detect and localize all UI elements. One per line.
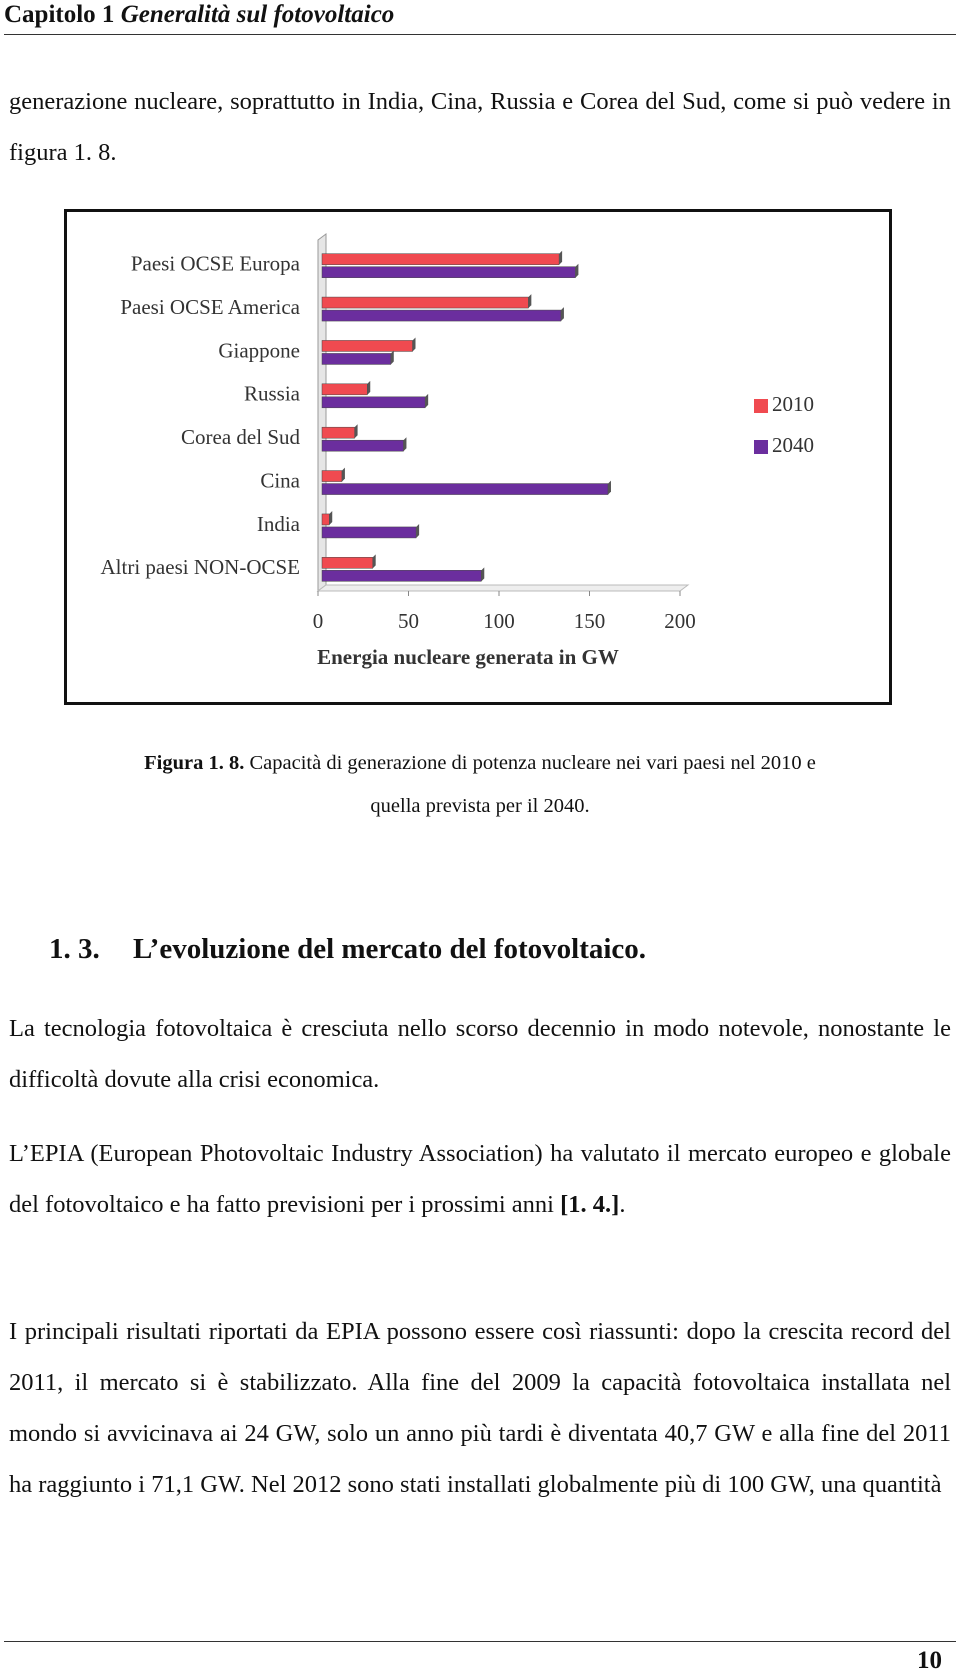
bar-side <box>416 523 420 538</box>
bar <box>321 309 562 322</box>
section-number: 1. 3. <box>49 933 100 965</box>
chart: Energia nucleare generata in GW 0 50 100 15… <box>64 209 892 705</box>
y-tick-label: Cina <box>260 468 300 492</box>
caption: Figura 1. 8. Capacità di generazione di … <box>0 742 960 828</box>
x-tick-label: 0 <box>313 609 324 633</box>
bar <box>321 470 343 482</box>
bar <box>321 396 426 409</box>
page-number: 10 <box>917 1647 942 1674</box>
bar <box>321 439 404 452</box>
legend-swatch <box>754 440 768 454</box>
bar <box>321 526 417 539</box>
bar-side <box>575 263 579 278</box>
y-tick-label: Russia <box>244 382 301 406</box>
bar <box>321 426 355 439</box>
bar-side <box>412 337 416 352</box>
bar-side <box>390 350 394 365</box>
bar <box>321 266 576 278</box>
paragraph: La tecnologia fotovoltaica è cresciuta n… <box>9 1015 951 1093</box>
bar-side <box>528 294 532 309</box>
paragraph: I principali risultati riportati da EPIA… <box>9 1318 951 1498</box>
legend-label: 2040 <box>772 433 814 457</box>
bar <box>321 353 392 365</box>
reference: [1. 4.] <box>560 1191 620 1218</box>
chapter-title: Generalità sul fotovoltaico <box>120 1 395 28</box>
footer-rule <box>4 1641 956 1642</box>
header-rule <box>4 34 956 35</box>
paragraph: generazione nucleare, soprattutto in Ind… <box>9 88 951 166</box>
bar-side <box>341 467 345 482</box>
section-title: L’evoluzione del mercato del fotovoltaic… <box>133 933 647 965</box>
bar <box>321 253 560 265</box>
bar-side <box>354 424 358 439</box>
bar <box>321 340 413 352</box>
axis-floor <box>316 584 690 592</box>
legend-swatch <box>754 399 768 413</box>
y-tick-label: Corea del Sud <box>181 425 300 449</box>
bar-side <box>367 380 371 395</box>
bar <box>321 483 609 495</box>
paragraph-end: . <box>619 1191 626 1218</box>
x-tick-label: 200 <box>664 609 696 633</box>
paragraph-text: L’EPIA (European Photovoltaic Industry A… <box>9 1140 951 1218</box>
y-tick-label: Paesi OCSE Europa <box>131 252 301 276</box>
legend-label: 2010 <box>772 392 814 416</box>
x-tick-label: 150 <box>574 609 606 633</box>
chapter: Capitolo 1 <box>4 1 115 28</box>
y-tick-label: Giappone <box>218 338 300 362</box>
chart-frame <box>64 209 892 705</box>
bar-side <box>403 437 407 452</box>
bar-side <box>560 307 564 322</box>
bar-side <box>372 554 376 569</box>
bar-side <box>425 393 429 408</box>
bar-side <box>607 480 611 495</box>
paragraph: L’EPIA (European Photovoltaic Industry A… <box>9 1128 951 1230</box>
bar <box>321 513 330 526</box>
bar <box>321 383 368 396</box>
section-heading: 1. 3. L’evoluzione del mercato del fotov… <box>49 929 646 969</box>
y-tick-label: Paesi OCSE America <box>120 295 300 319</box>
bar <box>321 557 373 569</box>
bar-side <box>329 510 333 525</box>
bar <box>321 570 482 582</box>
caption-label: Figura 1. 8. <box>144 752 245 774</box>
x-tick-label: 100 <box>483 609 515 633</box>
caption-text: Capacità di generazione di potenza nucle… <box>249 752 816 817</box>
bar-side <box>481 567 485 582</box>
x-axis-title: Energia nucleare generata in GW <box>317 645 619 669</box>
y-tick-label: Altri paesi NON-OCSE <box>101 555 300 579</box>
header: Capitolo 1 Generalità sul fotovoltaico <box>4 0 394 30</box>
x-tick-label: 50 <box>398 609 419 633</box>
y-tick-label: India <box>257 512 301 536</box>
bar <box>321 296 529 309</box>
bar-side <box>559 250 563 265</box>
